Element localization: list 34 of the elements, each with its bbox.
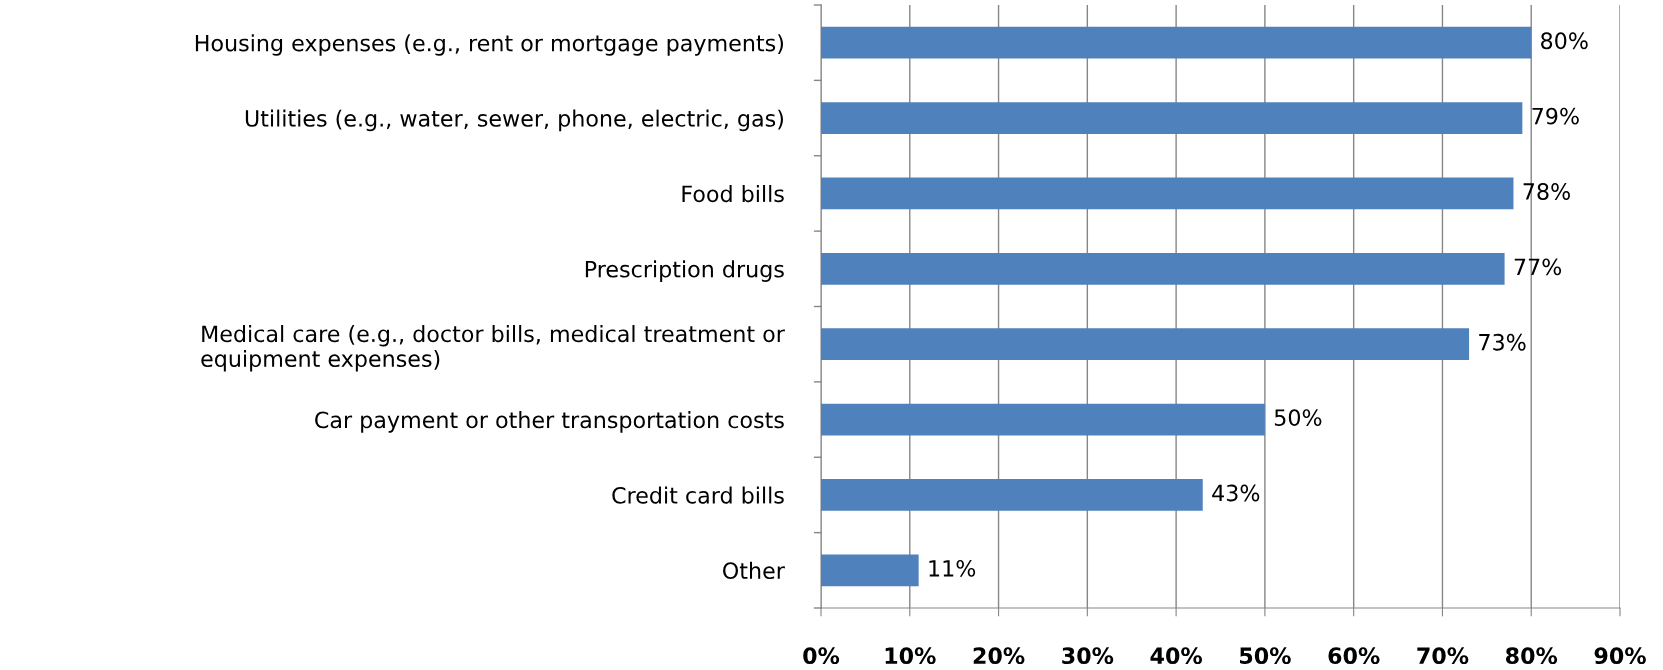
- bar: [821, 403, 1265, 436]
- x-tick-label: 80%: [1505, 647, 1558, 665]
- bar: [821, 554, 919, 587]
- bar: [821, 102, 1523, 134]
- bar: [821, 252, 1505, 285]
- y-tick-label: Credit card bills: [612, 486, 784, 504]
- bar: [821, 26, 1532, 59]
- data-label: 11%: [929, 559, 976, 577]
- x-tick-label: 60%: [1328, 647, 1380, 665]
- y-tick-label: Utilities (e.g., water, sewer, phone, electric, gas): [245, 109, 783, 132]
- x-tick-label: 20%: [973, 647, 1025, 665]
- y-tick-label: Food bills: [682, 184, 784, 203]
- bar: [821, 177, 1514, 210]
- x-tick-label: 10%: [885, 647, 936, 665]
- y-tick-label: Housing expenses (e.g., rent or mortgage payments): [195, 34, 783, 56]
- x-tick-label: 90%: [1594, 647, 1646, 665]
- x-tick-label: 70%: [1417, 647, 1469, 665]
- x-tick-label: 50%: [1240, 647, 1291, 665]
- x-tick-label: 0%: [803, 647, 840, 665]
- y-tick-label: Car payment or other transportation costs: [315, 411, 784, 433]
- bar: [821, 479, 1203, 511]
- y-tick-label: Prescription drugs: [585, 260, 784, 282]
- data-label: 50%: [1274, 409, 1322, 427]
- x-tick-label: 40%: [1150, 647, 1202, 665]
- y-tick-label: Medical care (e.g., doctor bills, medical treatment or equipment expenses): [201, 324, 785, 372]
- bar: [821, 328, 1470, 361]
- y-tick-label: Other: [723, 561, 785, 580]
- data-label: 80%: [1541, 32, 1588, 50]
- data-label: 77%: [1514, 258, 1562, 276]
- data-label: 79%: [1532, 107, 1579, 125]
- data-label: 73%: [1479, 333, 1526, 351]
- x-tick-label: 30%: [1062, 647, 1114, 665]
- data-label: 43%: [1212, 484, 1260, 502]
- data-label: 78%: [1523, 183, 1570, 200]
